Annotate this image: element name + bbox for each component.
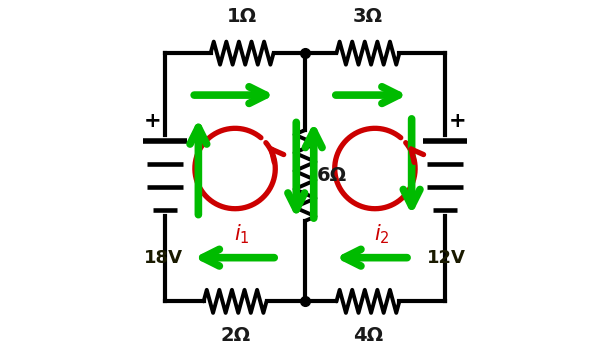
Text: $i_2$: $i_2$ <box>374 223 390 246</box>
Text: 18V: 18V <box>144 249 183 267</box>
Text: 2Ω: 2Ω <box>220 326 250 345</box>
Text: +: + <box>448 111 466 131</box>
Text: 6Ω: 6Ω <box>317 166 347 185</box>
Text: 4Ω: 4Ω <box>353 326 383 345</box>
Text: 3Ω: 3Ω <box>353 7 383 26</box>
Text: +: + <box>144 111 162 131</box>
Text: 1Ω: 1Ω <box>227 7 257 26</box>
Text: $i_1$: $i_1$ <box>234 223 250 246</box>
Text: 12V: 12V <box>427 249 466 267</box>
